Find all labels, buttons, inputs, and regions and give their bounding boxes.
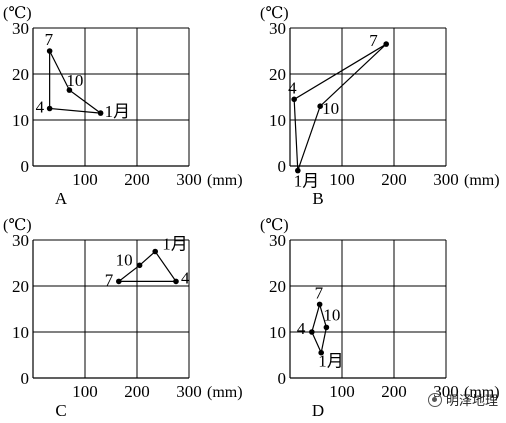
data-point xyxy=(97,110,104,116)
data-label: 7 xyxy=(369,31,378,50)
y-tick-label: 20 xyxy=(12,65,29,84)
data-label: 7 xyxy=(315,283,324,302)
data-point xyxy=(173,278,179,285)
x-tick-label: 200 xyxy=(381,170,407,189)
panel-letter: D xyxy=(312,401,324,420)
panel-letter: A xyxy=(55,189,68,208)
y-tick-label: 0 xyxy=(21,157,30,176)
data-label: 10 xyxy=(66,71,83,90)
data-label: 7 xyxy=(105,270,114,289)
y-tick-label: 0 xyxy=(278,369,287,388)
y-tick-label: 30 xyxy=(12,231,29,250)
x-unit-label: (mm) xyxy=(207,384,243,401)
x-tick-label: 200 xyxy=(381,382,407,401)
data-label: 7 xyxy=(45,30,54,49)
y-unit-label: (℃) xyxy=(260,5,289,22)
x-tick-label: 100 xyxy=(329,170,355,189)
data-label: 4 xyxy=(36,98,45,117)
data-label: 10 xyxy=(322,99,339,118)
x-unit-label: (mm) xyxy=(464,384,500,401)
y-tick-label: 0 xyxy=(21,369,30,388)
y-unit-label: (℃) xyxy=(3,217,32,234)
x-tick-label: 100 xyxy=(72,170,98,189)
series-line xyxy=(293,43,387,171)
panel-a: 0 10 20 30 100 200 300 (mm) (℃) A 1月 4 7 10 xyxy=(3,5,243,208)
y-tick-label: 10 xyxy=(12,111,29,130)
data-point xyxy=(136,262,143,269)
y-tick-label: 10 xyxy=(269,323,286,342)
panel-letter: B xyxy=(312,189,323,208)
wechat-logo-icon xyxy=(427,392,442,407)
y-unit-label: (℃) xyxy=(260,217,289,234)
data-point xyxy=(295,167,301,174)
x-tick-label: 300 xyxy=(176,382,202,401)
data-label: 10 xyxy=(323,305,340,324)
data-label: 1月 xyxy=(162,235,188,254)
y-tick-label: 20 xyxy=(269,277,286,296)
panel-b: 0 10 20 30 100 200 300 (mm) (℃) B1月 4 7 10 xyxy=(260,5,500,208)
data-label: 1月 xyxy=(105,102,131,121)
data-label: 4 xyxy=(297,319,306,338)
x-tick-label: 200 xyxy=(124,170,150,189)
y-tick-label: 10 xyxy=(12,323,29,342)
data-point xyxy=(46,48,53,54)
data-point xyxy=(316,301,323,308)
y-tick-label: 10 xyxy=(269,111,286,130)
panel-letter: C xyxy=(55,401,66,420)
x-tick-label: 300 xyxy=(433,170,459,189)
y-tick-label: 30 xyxy=(12,19,29,38)
y-tick-label: 30 xyxy=(269,231,286,250)
x-tick-label: 200 xyxy=(124,382,150,401)
data-point xyxy=(66,87,73,93)
x-unit-label: (mm) xyxy=(207,172,243,189)
data-label: 10 xyxy=(116,250,133,269)
data-label: 4 xyxy=(181,268,190,287)
y-tick-label: 20 xyxy=(269,65,286,84)
y-tick-label: 0 xyxy=(278,157,287,176)
y-tick-label: 30 xyxy=(269,19,286,38)
watermark: 明泽地理 xyxy=(427,390,498,409)
data-label: 4 xyxy=(288,78,297,97)
data-point xyxy=(116,278,122,285)
y-unit-label: (℃) xyxy=(3,5,32,22)
data-label: 1月 xyxy=(294,172,320,191)
data-point xyxy=(383,41,390,47)
x-unit-label: (mm) xyxy=(464,172,500,189)
data-point xyxy=(318,349,325,356)
data-point xyxy=(309,329,315,335)
x-tick-label: 100 xyxy=(72,382,98,401)
data-point xyxy=(317,103,323,109)
data-point xyxy=(152,248,158,255)
y-tick-label: 20 xyxy=(12,277,29,296)
x-tick-label: 300 xyxy=(176,170,202,189)
watermark-text: 明泽地理 xyxy=(445,394,498,409)
data-point xyxy=(46,105,53,112)
x-tick-label: 100 xyxy=(329,382,355,401)
data-label: 1月 xyxy=(318,352,344,371)
data-point xyxy=(291,96,297,103)
data-point xyxy=(323,324,330,331)
